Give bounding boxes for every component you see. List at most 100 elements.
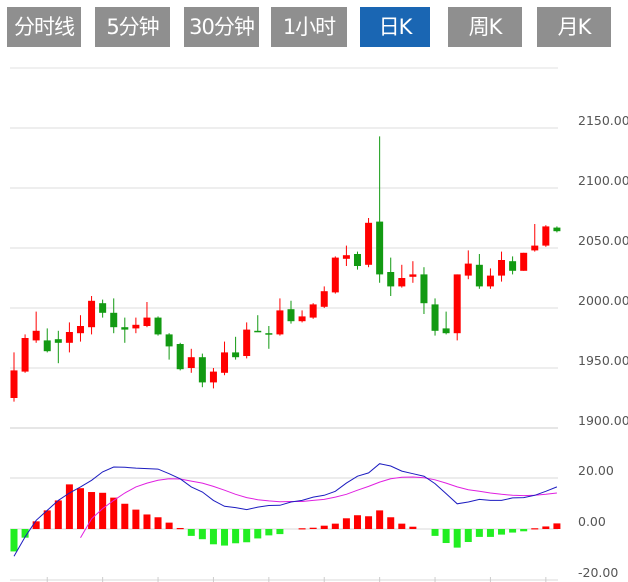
macd-bar-positive xyxy=(32,521,40,529)
macd-bar-positive xyxy=(132,509,140,529)
tab-30min[interactable]: 30分钟 xyxy=(184,7,259,47)
candle-up xyxy=(209,371,217,383)
price-axis-label: 2100.00 xyxy=(578,173,628,188)
candle-up xyxy=(398,278,406,287)
candle-up xyxy=(10,370,18,398)
macd-bar-negative xyxy=(10,529,18,552)
candle-down xyxy=(254,330,262,333)
candle-down xyxy=(431,304,439,331)
macd-axis-label: 20.00 xyxy=(578,463,614,478)
candle-up xyxy=(132,324,140,329)
candle-up xyxy=(298,316,306,322)
tab-minute-line[interactable]: 分时线 xyxy=(7,7,81,47)
macd-bar-negative xyxy=(486,529,494,537)
candle-down xyxy=(232,352,240,358)
macd-bar-negative xyxy=(509,529,517,533)
candle-up xyxy=(21,338,29,372)
macd-bar-positive xyxy=(176,527,184,530)
tab-5min[interactable]: 5分钟 xyxy=(95,7,170,47)
macd-bar-negative xyxy=(232,529,240,544)
candle-down xyxy=(43,340,51,352)
macd-bar-negative xyxy=(431,529,439,536)
macd-bar-negative xyxy=(442,529,450,544)
candle-down xyxy=(387,272,395,287)
candle-down xyxy=(265,333,273,335)
candle-down xyxy=(287,309,295,322)
macd-bar-positive xyxy=(553,523,561,529)
grid-lines xyxy=(10,67,558,581)
macd-bar-negative xyxy=(21,529,29,538)
candle-up xyxy=(464,263,472,276)
candle-down xyxy=(442,328,450,334)
candle-down xyxy=(176,344,184,370)
candle-down xyxy=(110,312,118,328)
macd-bar-positive xyxy=(110,497,118,529)
macd-bar-negative xyxy=(498,529,506,535)
candle-up xyxy=(453,274,461,334)
macd-bar-positive xyxy=(154,517,162,529)
price-axis-label: 2050.00 xyxy=(578,233,628,248)
macd-bar-positive xyxy=(331,523,339,529)
candle-up xyxy=(32,330,40,341)
candle-up xyxy=(342,255,350,259)
candle-up xyxy=(143,317,151,326)
candle-down xyxy=(475,264,483,287)
macd-bar-negative xyxy=(276,529,284,535)
x-axis-ticks xyxy=(46,577,547,582)
macd-bar-negative xyxy=(265,529,273,536)
macd-bar-positive xyxy=(309,527,317,529)
candle-down xyxy=(154,317,162,335)
candle-down xyxy=(376,221,384,275)
dea-line xyxy=(80,476,557,538)
candle-up xyxy=(409,274,417,277)
macd-bar-positive xyxy=(376,510,384,529)
y-axis-labels: 2150.00 2100.00 2050.00 2000.00 1950.00 1900.… xyxy=(578,113,628,580)
macd-bar-positive xyxy=(365,516,373,529)
macd-bar-positive xyxy=(65,484,73,529)
candle-up xyxy=(486,275,494,287)
macd-bar-positive xyxy=(54,500,62,529)
macd-histogram xyxy=(10,484,561,552)
candle-up xyxy=(243,329,251,356)
candle-down xyxy=(353,254,361,266)
macd-bar-positive xyxy=(99,492,107,529)
macd-bar-positive xyxy=(88,492,96,529)
macd-bar-positive xyxy=(320,525,328,529)
candle-down xyxy=(121,327,129,330)
macd-bar-negative xyxy=(198,529,206,540)
macd-bar-positive xyxy=(353,515,361,529)
candle-down xyxy=(509,261,517,271)
macd-bar-positive xyxy=(387,517,395,529)
candle-up xyxy=(320,291,328,307)
price-axis-label: 2000.00 xyxy=(578,293,628,308)
candle-down xyxy=(165,334,173,347)
macd-bar-positive xyxy=(542,526,550,529)
macd-bar-negative xyxy=(464,529,472,543)
macd-bar-positive xyxy=(121,503,129,529)
candle-up xyxy=(276,310,284,335)
candle-up xyxy=(498,260,506,276)
candle-up xyxy=(331,257,339,293)
candle-up xyxy=(76,326,84,334)
tab-1hour[interactable]: 1小时 xyxy=(271,7,347,47)
macd-bar-positive xyxy=(409,526,417,529)
tab-monthly-k[interactable]: 月K xyxy=(537,7,611,47)
macd-bar-negative xyxy=(453,529,461,548)
macd-axis-label: -20.00 xyxy=(578,565,618,580)
macd-bar-positive xyxy=(298,528,306,530)
price-axis-label: 1900.00 xyxy=(578,413,628,428)
candle-up xyxy=(88,300,96,328)
macd-bar-positive xyxy=(43,510,51,529)
macd-axis-label: 0.00 xyxy=(578,514,606,529)
macd-lines xyxy=(13,463,558,557)
candle-down xyxy=(99,303,107,313)
tab-daily-k[interactable]: 日K xyxy=(360,7,430,47)
candle-up xyxy=(531,245,539,251)
candle-down xyxy=(198,357,206,383)
price-axis-label: 2150.00 xyxy=(578,113,628,128)
macd-bar-positive xyxy=(342,518,350,529)
macd-bar-negative xyxy=(187,529,195,536)
macd-bar-negative xyxy=(209,529,217,545)
tab-weekly-k[interactable]: 周K xyxy=(448,7,522,47)
